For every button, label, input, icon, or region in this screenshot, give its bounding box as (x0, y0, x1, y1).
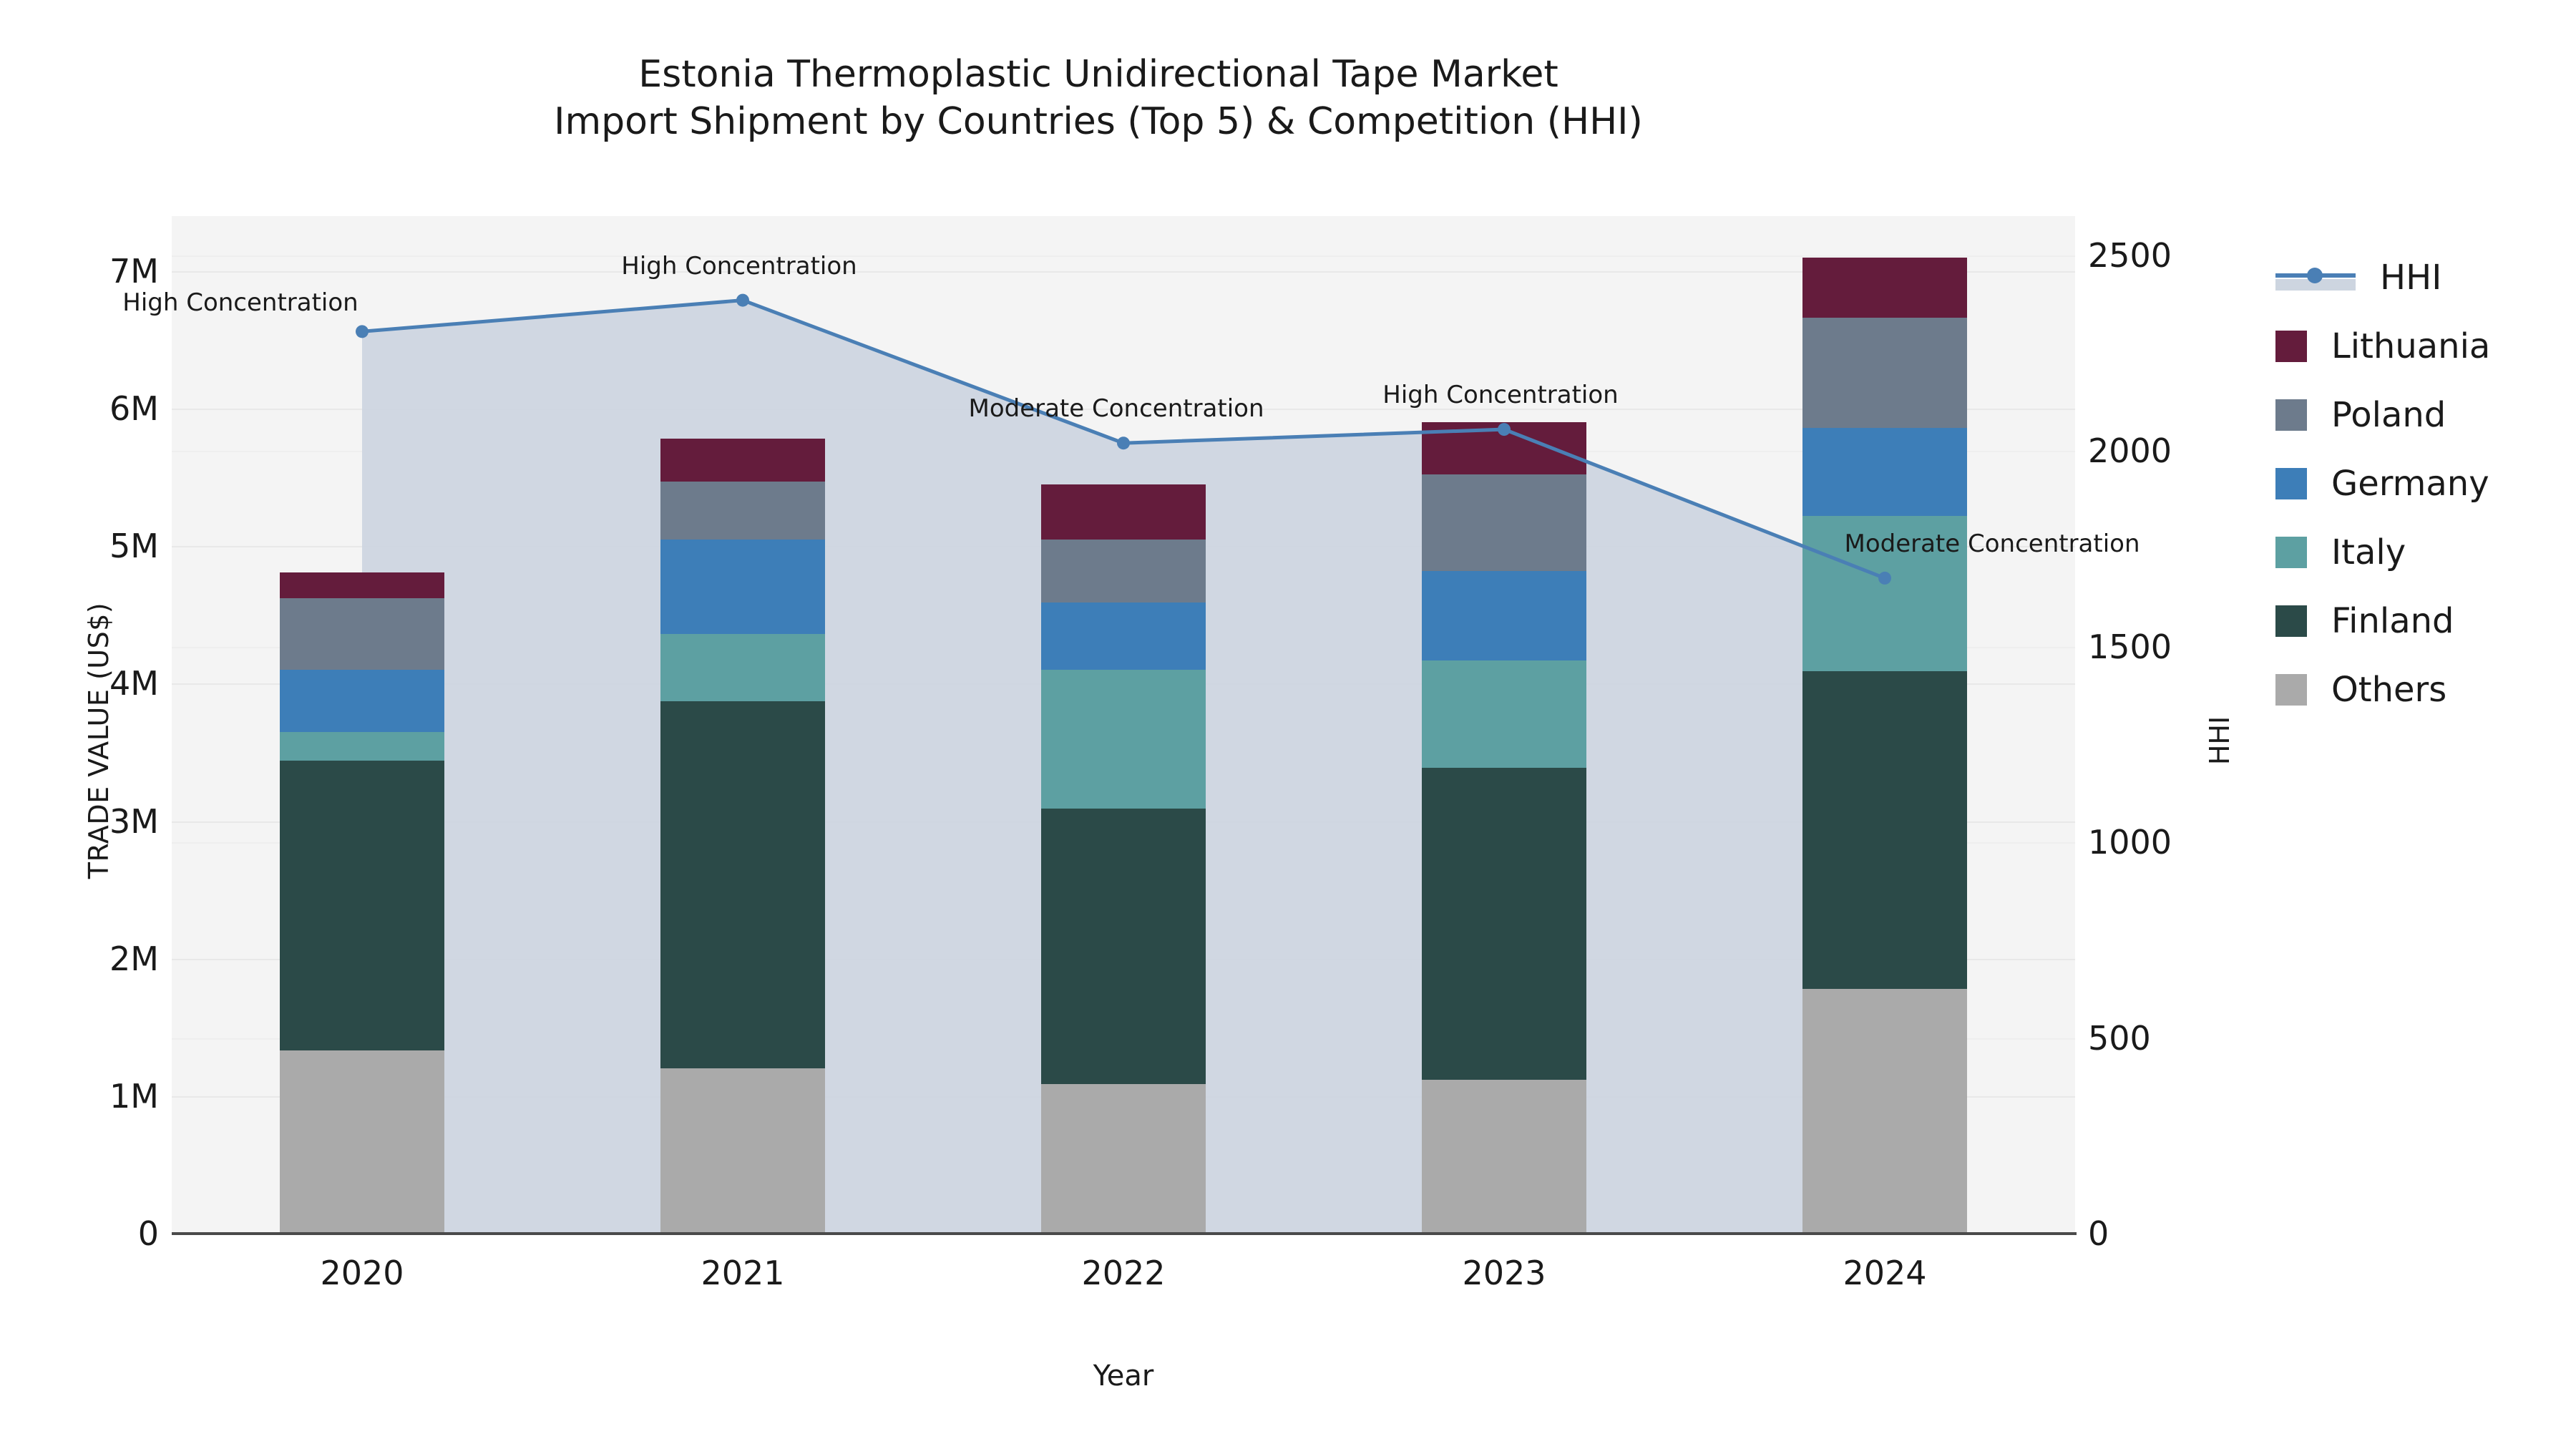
legend-label: Poland (2331, 395, 2446, 435)
bar-segment-others[interactable] (1041, 1083, 1206, 1234)
title-line-1: Estonia Thermoplastic Unidirectional Tap… (638, 53, 1558, 96)
legend-item-poland[interactable]: Poland (2275, 381, 2490, 449)
legend-item-lithuania[interactable]: Lithuania (2275, 312, 2490, 381)
bar-segment-poland[interactable] (1422, 474, 1586, 571)
annotation-2022: Moderate Concentration (968, 394, 1264, 424)
bar-segment-others[interactable] (660, 1068, 825, 1234)
gridline-y2 (172, 255, 2075, 257)
bar-segment-lithuania[interactable] (1802, 257, 1967, 318)
y2-tick-label: 500 (2088, 1018, 2151, 1058)
y-tick-label: 0 (137, 1214, 159, 1253)
y2-tick-label: 1000 (2088, 823, 2172, 862)
annotation-2020: High Concentration (122, 288, 358, 318)
y-tick-label: 5M (109, 527, 159, 566)
bar-segment-lithuania[interactable] (280, 572, 444, 599)
hhi-line-overlay (356, 293, 1891, 585)
y-tick-label: 7M (109, 251, 159, 291)
bar-segment-germany[interactable] (280, 670, 444, 732)
bar-segment-italy[interactable] (1802, 515, 1967, 672)
x-tick-label-2023: 2023 (1462, 1254, 1546, 1292)
bar-stack-2022[interactable] (1041, 216, 1206, 1234)
legend-swatch-italy (2275, 537, 2307, 568)
bar-segment-finland[interactable] (660, 701, 825, 1069)
legend-item-others[interactable]: Others (2275, 655, 2490, 724)
x-tick-label-2020: 2020 (320, 1254, 404, 1292)
y-tick-label: 6M (109, 389, 159, 429)
y2-tick-label: 2500 (2088, 235, 2172, 275)
legend-label: HHI (2380, 258, 2442, 298)
annotation-2023: High Concentration (1382, 381, 1619, 410)
x-axis-label: Year (1093, 1360, 1154, 1392)
bar-segment-italy[interactable] (280, 731, 444, 761)
y-tick-label: 3M (109, 801, 159, 841)
legend: HHI Lithuania Poland Germany Italy Finland Oth… (2275, 243, 2490, 724)
legend-area-band (2275, 279, 2356, 291)
bar-segment-finland[interactable] (1422, 767, 1586, 1080)
legend-item-finland[interactable]: Finland (2275, 587, 2490, 655)
legend-label: Italy (2331, 532, 2406, 572)
y-axis-label: TRADE VALUE (US$) (83, 602, 115, 879)
legend-line-marker (2307, 268, 2323, 283)
y2-tick-label: 0 (2088, 1214, 2109, 1253)
title-line-2: Import Shipment by Countries (Top 5) & C… (554, 99, 1643, 143)
bar-segment-poland[interactable] (1041, 539, 1206, 602)
annotation-2024: Moderate Concentration (1844, 529, 2140, 558)
legend-swatch-poland (2275, 399, 2307, 431)
x-axis-line (172, 1232, 2077, 1235)
bar-segment-germany[interactable] (1422, 570, 1586, 660)
legend-swatch-finland (2275, 605, 2307, 637)
y2-tick-label: 2000 (2088, 431, 2172, 471)
bar-stack-2024[interactable] (1802, 216, 1967, 1234)
bar-segment-others[interactable] (1802, 988, 1967, 1234)
bar-segment-italy[interactable] (1041, 670, 1206, 809)
legend-item-germany[interactable]: Germany (2275, 449, 2490, 518)
bar-segment-poland[interactable] (660, 481, 825, 540)
legend-swatch-germany (2275, 468, 2307, 499)
y-tick-label: 2M (109, 939, 159, 978)
bar-segment-germany[interactable] (660, 539, 825, 635)
y-axis-ticks: 0 1M 2M 3M 4M 5M 6M 7M (0, 216, 172, 1253)
x-tick-label-2021: 2021 (701, 1254, 785, 1292)
bar-segment-others[interactable] (1422, 1079, 1586, 1234)
bar-segment-poland[interactable] (280, 598, 444, 670)
bar-segment-germany[interactable] (1041, 602, 1206, 670)
legend-label: Germany (2331, 464, 2489, 504)
legend-swatch-lithuania (2275, 331, 2307, 362)
gridline-y (172, 270, 2075, 273)
y2-axis-label: HHI (2204, 716, 2236, 766)
y2-axis-ticks: 0 500 1000 1500 2000 2500 (2075, 216, 2275, 1253)
bar-stack-2020[interactable] (280, 216, 444, 1234)
bar-segment-poland[interactable] (1802, 318, 1967, 428)
legend-label: Lithuania (2331, 326, 2491, 366)
bar-stack-2021[interactable] (660, 216, 825, 1234)
gridline-y (172, 409, 2075, 411)
x-tick-label-2024: 2024 (1843, 1254, 1927, 1292)
bar-segment-finland[interactable] (1041, 809, 1206, 1084)
x-tick-label-2022: 2022 (1081, 1254, 1166, 1292)
bar-segment-lithuania[interactable] (660, 439, 825, 482)
bar-stack-2023[interactable] (1422, 216, 1586, 1234)
y-tick-label: 4M (109, 664, 159, 703)
bar-segment-italy[interactable] (1422, 660, 1586, 768)
legend-label: Others (2331, 670, 2447, 710)
bar-segment-others[interactable] (280, 1050, 444, 1234)
bar-segment-italy[interactable] (660, 634, 825, 702)
y2-tick-label: 1500 (2088, 627, 2172, 666)
legend-item-italy[interactable]: Italy (2275, 518, 2490, 587)
annotation-2021: High Concentration (621, 251, 857, 280)
y-tick-label: 1M (109, 1076, 159, 1116)
bar-segment-finland[interactable] (1802, 671, 1967, 989)
legend-label: Finland (2331, 601, 2454, 641)
legend-item-hhi[interactable]: HHI (2275, 243, 2490, 312)
page-title: Estonia Thermoplastic Unidirectional Tap… (0, 52, 2197, 145)
bar-segment-lithuania[interactable] (1041, 484, 1206, 540)
plot-area: High Concentration High Concentration Mode… (122, 216, 2140, 1235)
bar-segment-finland[interactable] (280, 760, 444, 1051)
bar-segment-germany[interactable] (1802, 427, 1967, 516)
legend-line-icon (2275, 262, 2356, 293)
legend-swatch-others (2275, 674, 2307, 706)
